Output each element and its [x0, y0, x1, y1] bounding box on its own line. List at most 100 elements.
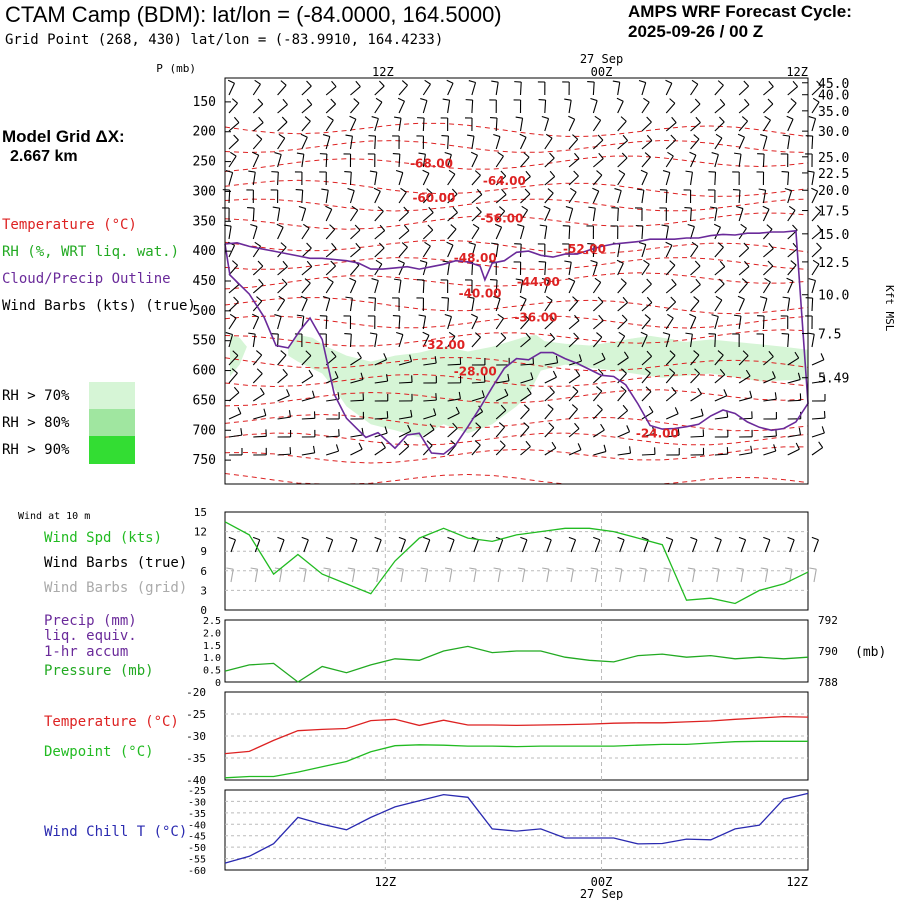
wind-barb-feather — [398, 536, 406, 541]
wind-barb — [568, 134, 579, 150]
wind-barb-feather — [795, 442, 800, 450]
wind-barb-feather — [750, 445, 753, 453]
wind-barb-feather — [230, 151, 237, 157]
surface-wind-barb-grid — [542, 567, 550, 583]
wind-barb — [374, 242, 385, 258]
wind-10m-title: Wind at 10 m — [18, 511, 90, 522]
wind-barb-feather — [225, 332, 233, 336]
wind-barb-shaft — [714, 246, 724, 258]
wind-barb-shaft — [252, 393, 265, 402]
wind-barb-feather — [327, 277, 334, 283]
wind-barb-feather — [467, 134, 475, 137]
wind-barb-feather — [768, 350, 774, 357]
wind-barb-shaft — [447, 363, 461, 366]
wind-barb — [714, 242, 724, 258]
wind-barb — [277, 98, 288, 114]
wind-barb — [345, 296, 353, 312]
wind-barb-shaft — [592, 139, 604, 150]
surface-wind-barb-grid — [226, 567, 234, 583]
wind-barb-shaft — [350, 229, 361, 240]
wind-barb — [350, 411, 365, 420]
wind-barb — [322, 296, 331, 312]
wind-barb-feather — [549, 386, 555, 393]
wind-barb — [367, 315, 376, 330]
wind-barb-feather — [661, 224, 669, 227]
wind-barb-shaft — [617, 452, 631, 456]
wind-barb — [635, 207, 643, 222]
wind-barb-feather — [573, 332, 579, 339]
wind-barb — [446, 241, 454, 258]
wind-barb-feather — [638, 80, 646, 84]
wind-barb — [374, 206, 384, 222]
wind-barb-feather — [501, 188, 507, 195]
wind-barb — [714, 350, 724, 366]
wind-barb-feather — [809, 567, 817, 570]
forecast-cycle-value: 2025-09-26 / 00 Z — [628, 22, 764, 41]
wind-barb — [398, 80, 408, 96]
wind-barb-shaft — [763, 228, 773, 240]
temperature-contour — [224, 239, 809, 255]
wind-barb-shaft — [568, 391, 579, 402]
wind-barb — [395, 170, 404, 186]
wind-barb — [301, 445, 316, 456]
wind-barb — [811, 441, 824, 456]
wind-barb — [617, 169, 626, 186]
wind-barb-shaft — [641, 225, 644, 240]
pressure-tick-label: 600 — [193, 364, 216, 379]
wind-barb-shaft — [277, 137, 286, 150]
legend-rh90-swatch — [89, 436, 135, 464]
wind-barb — [392, 153, 401, 168]
wind-barb-shaft — [666, 434, 680, 438]
wind-barb-feather — [572, 386, 579, 392]
wind-barb — [541, 277, 550, 294]
wind-barb-shaft — [544, 408, 554, 420]
wind-barb — [782, 296, 791, 312]
wind-barb-feather — [423, 536, 430, 541]
wind-barb-feather — [278, 133, 286, 139]
wind-barb-feather — [500, 170, 507, 177]
wind-barb-shaft — [349, 118, 357, 132]
wind-barb-shaft — [665, 226, 669, 240]
wind-barb-shaft — [619, 539, 625, 553]
wind-barb-feather — [248, 170, 256, 173]
wind-barb-feather — [426, 188, 433, 194]
wind-barb-feather — [497, 151, 504, 157]
wind-barb-shaft — [422, 245, 431, 258]
wind-barb — [253, 429, 267, 438]
windchill-tick: -60 — [188, 866, 206, 877]
wind-barb-feather — [420, 567, 428, 570]
wind-barb-feather — [403, 440, 410, 447]
wind-barb-feather — [575, 369, 581, 376]
wind-barb-feather — [276, 223, 284, 228]
wind-barb — [659, 189, 668, 204]
wind-barb-feather — [523, 314, 530, 320]
wind-barb-feather — [690, 536, 698, 541]
wind-barb-shaft — [714, 137, 723, 150]
wind-barb-shaft — [520, 426, 530, 438]
wind-barb — [252, 98, 264, 114]
wind-barb — [811, 393, 826, 402]
wind-barb — [325, 205, 333, 222]
wind-barb-feather — [639, 567, 647, 570]
wind-barb — [811, 80, 822, 96]
wind-barb-shaft — [519, 280, 524, 294]
wind-barb-feather — [330, 98, 337, 105]
pressure-unit-label: (mb) — [855, 645, 886, 660]
wind-barb-shaft — [617, 319, 628, 330]
wind-barb-feather — [470, 151, 478, 156]
wind-barb-shaft — [277, 316, 282, 330]
wind-barb — [690, 79, 699, 96]
wind-barb-shaft — [787, 136, 791, 150]
wind-barb-feather — [768, 242, 774, 249]
windchill-panel-frame — [224, 789, 809, 871]
temperature-contour — [224, 297, 809, 315]
wind-barb — [520, 372, 534, 384]
wind-barb — [564, 260, 572, 276]
wind-barb-shaft — [811, 85, 822, 96]
wind-barb-shaft — [787, 333, 790, 348]
windchill-legend: Wind Chill T (°C) — [44, 824, 187, 840]
wind-barb-feather — [256, 134, 263, 140]
wind-barb — [344, 333, 352, 348]
wind-barb-feather — [790, 98, 797, 104]
wind-barb — [544, 170, 556, 186]
